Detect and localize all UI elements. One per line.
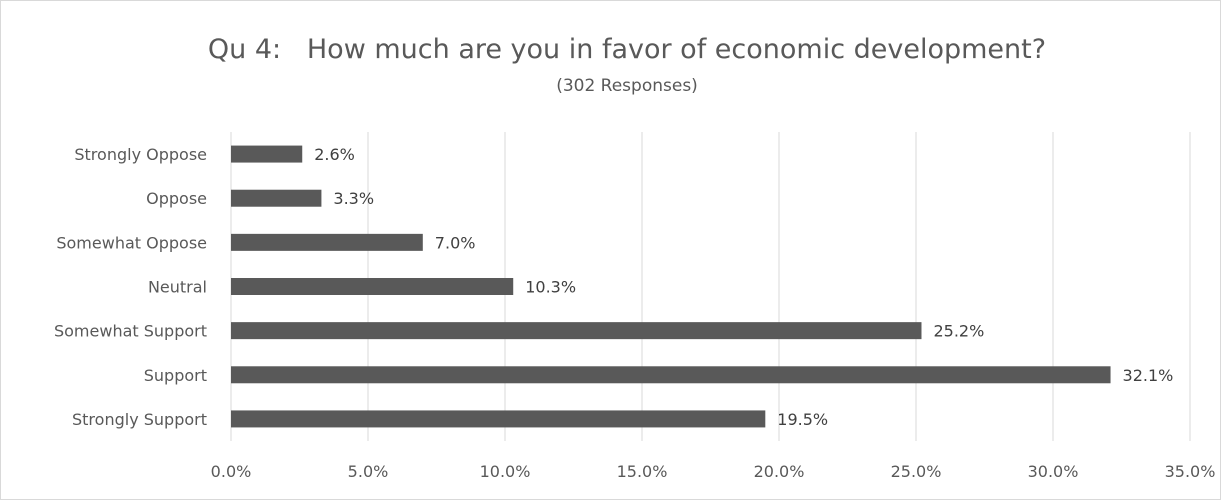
category-label: Somewhat Support — [54, 322, 207, 341]
bar — [231, 366, 1111, 384]
x-tick-label: 30.0% — [1028, 462, 1079, 481]
category-labels: Strongly Oppose Oppose Somewhat Oppose Neut… — [54, 145, 207, 429]
category-label: Strongly Support — [72, 410, 207, 429]
bar — [231, 189, 322, 207]
category-label: Support — [144, 366, 207, 385]
data-label: 3.3% — [333, 189, 374, 208]
x-tick-labels: 0.0% 5.0% 10.0% 15.0% 20.0% 25.0% 30.0% 35.0% — [211, 462, 1216, 481]
data-label: 25.2% — [933, 322, 984, 341]
x-tick-label: 20.0% — [754, 462, 805, 481]
x-tick-label: 25.0% — [891, 462, 942, 481]
data-label: 2.6% — [314, 145, 355, 164]
chart-subtitle: (302 Responses) — [556, 76, 698, 96]
x-tick-label: 0.0% — [211, 462, 252, 481]
bar — [231, 410, 766, 428]
x-tick-label: 35.0% — [1165, 462, 1216, 481]
category-label: Somewhat Oppose — [56, 233, 207, 252]
bars — [231, 145, 1111, 428]
x-tick-label: 15.0% — [617, 462, 668, 481]
data-labels: 2.6% 3.3% 7.0% 10.3% 25.2% 32.1% 19.5% — [314, 145, 1173, 429]
x-tick-label: 5.0% — [348, 462, 389, 481]
data-label: 7.0% — [435, 233, 476, 252]
data-label: 19.5% — [777, 410, 828, 429]
bar — [231, 145, 303, 163]
category-label: Neutral — [148, 278, 207, 297]
category-label: Strongly Oppose — [74, 145, 207, 164]
bar — [231, 322, 922, 340]
x-tick-label: 10.0% — [480, 462, 531, 481]
bar — [231, 278, 514, 295]
data-label: 10.3% — [525, 278, 576, 297]
chart-title: Qu 4: How much are you in favor of econo… — [208, 34, 1046, 65]
bar — [231, 233, 423, 251]
data-label: 32.1% — [1123, 366, 1174, 385]
category-label: Oppose — [146, 189, 207, 208]
